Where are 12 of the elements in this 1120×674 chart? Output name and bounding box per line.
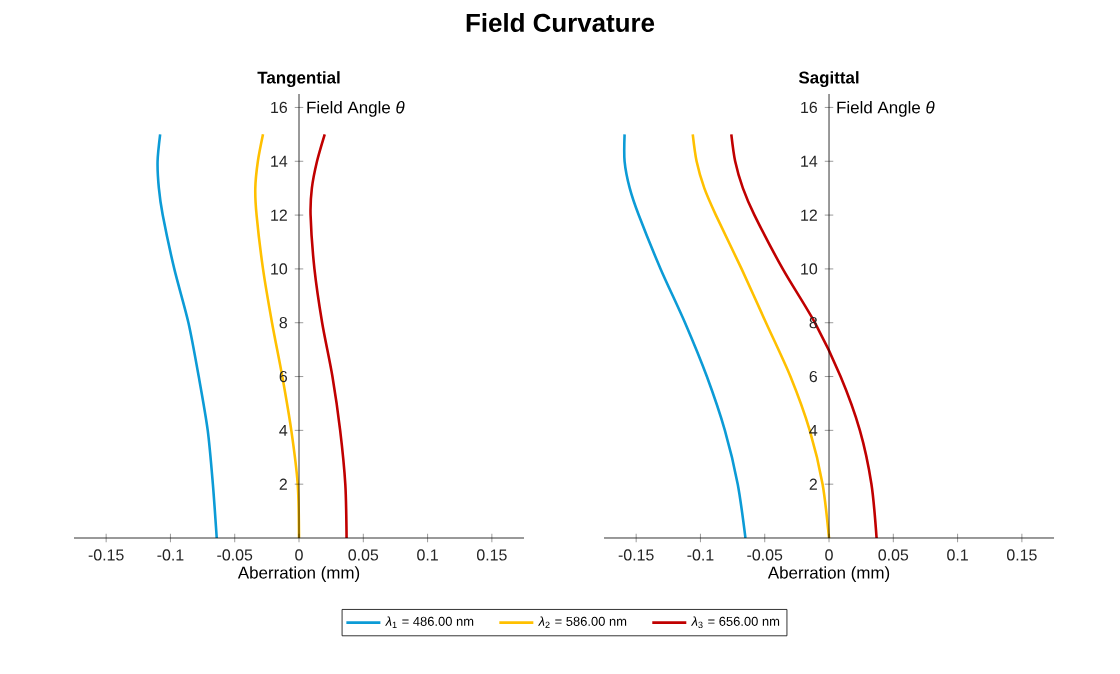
chart-subtitle: Tangential [257, 71, 340, 88]
x-axis-title: Aberration (mm) [767, 566, 890, 583]
y-axis-title: Field Angle θ [837, 101, 935, 117]
x-axis-title: Aberration (mm) [237, 566, 360, 583]
line-series [730, 133, 878, 538]
y-axis-title: Field Angle θ [307, 101, 405, 117]
line-series [309, 133, 348, 538]
line-series [691, 133, 831, 538]
chart-title: Field Curvature [466, 13, 655, 33]
chart-subtitle: Sagittal [798, 71, 859, 87]
line-series [156, 133, 219, 538]
line-series [622, 133, 747, 538]
